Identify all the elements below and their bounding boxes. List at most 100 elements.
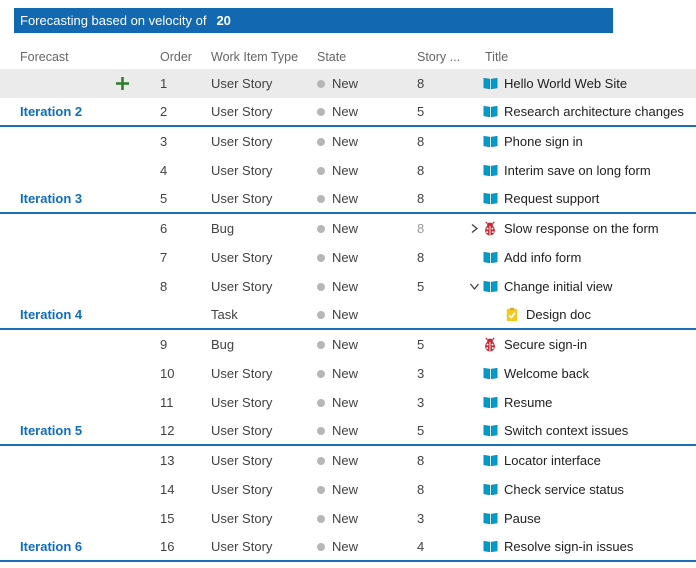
title-label[interactable]: Interim save on long form — [504, 163, 651, 178]
work-item-type-value: User Story — [211, 104, 273, 119]
work-item-type-value: User Story — [211, 511, 273, 526]
title-label[interactable]: Slow response on the form — [504, 221, 659, 236]
story-points-value: 4 — [417, 539, 425, 554]
table-row[interactable]: Iteration 6 16 User Story New 4 Resolve … — [0, 533, 696, 562]
title-label[interactable]: Welcome back — [504, 366, 590, 381]
state-cell: New — [309, 221, 409, 236]
title-label[interactable]: Add info form — [504, 250, 582, 265]
state-dot-icon — [317, 166, 325, 175]
title-cell: Research architecture changes — [465, 98, 696, 125]
state-cell: New — [309, 76, 409, 91]
title-label[interactable]: Locator interface — [504, 453, 601, 468]
forecast-cell — [0, 127, 150, 156]
forecast-cell — [0, 330, 150, 359]
forecast-label: Iteration 2 — [20, 104, 83, 119]
story-points-value: 3 — [417, 366, 425, 381]
title-label[interactable]: Change initial view — [504, 279, 613, 294]
table-row[interactable]: Iteration 3 5 User Story New 8 Request s… — [0, 185, 696, 214]
forecast-label: Iteration 3 — [20, 191, 83, 206]
forecast-cell — [0, 504, 150, 533]
column-header-state[interactable]: State — [317, 49, 347, 64]
work-item-type-value: Bug — [211, 337, 235, 352]
title-label[interactable]: Check service status — [504, 482, 624, 497]
table-row[interactable]: 4 User Story New 8 Interim save on long … — [0, 156, 696, 185]
state-dot-icon — [317, 253, 325, 262]
column-header-order[interactable]: Order — [160, 49, 192, 64]
table-row[interactable]: 6 Bug New 8 Slow response on the form — [0, 214, 696, 243]
title-cell: Switch context issues — [465, 417, 696, 444]
title-label[interactable]: Pause — [504, 511, 541, 526]
story-points-value: 3 — [417, 395, 425, 410]
title-label[interactable]: Secure sign-in — [504, 337, 588, 352]
state-value: New — [332, 191, 359, 206]
title-label[interactable]: Resolve sign-in issues — [504, 539, 634, 554]
forecast-cell: Iteration 6 — [0, 533, 150, 560]
user-story-icon — [482, 453, 498, 469]
story-points-value: 8 — [417, 221, 425, 236]
work-item-type-value: User Story — [211, 539, 273, 554]
column-header-forecast[interactable]: Forecast — [20, 49, 69, 64]
title-cell: Resume — [465, 388, 696, 417]
state-dot-icon — [317, 369, 325, 378]
table-row[interactable]: 1 User Story New 8 Hello World Web Site — [0, 69, 696, 98]
state-cell: New — [309, 104, 409, 119]
work-item-type-value: User Story — [211, 250, 273, 265]
title-label[interactable]: Request support — [504, 191, 600, 206]
title-label[interactable]: Design doc — [526, 307, 592, 322]
forecast-cell: Iteration 3 — [0, 185, 150, 212]
work-item-type-value: User Story — [211, 279, 273, 294]
title-label[interactable]: Hello World Web Site — [504, 76, 628, 91]
table-row[interactable]: 14 User Story New 8 Check service status — [0, 475, 696, 504]
work-item-type-value: User Story — [211, 134, 273, 149]
title-label[interactable]: Switch context issues — [504, 423, 629, 438]
table-row[interactable]: 11 User Story New 3 Resume — [0, 388, 696, 417]
forecast-cell — [0, 272, 150, 301]
order-value: 2 — [160, 104, 168, 119]
state-dot-icon — [317, 485, 325, 494]
column-header-work-item-type[interactable]: Work Item Type — [211, 49, 299, 64]
order-value: 14 — [160, 482, 175, 497]
title-label[interactable]: Resume — [504, 395, 553, 410]
state-cell: New — [309, 250, 409, 265]
user-story-icon — [482, 250, 498, 266]
forecast-cell — [0, 69, 150, 98]
forecast-banner-label: Forecasting based on velocity of — [20, 13, 207, 28]
story-points-value: 5 — [417, 423, 425, 438]
work-item-type-value: User Story — [211, 423, 273, 438]
work-item-type-value: User Story — [211, 76, 273, 91]
table-row[interactable]: Iteration 5 12 User Story New 5 Switch c… — [0, 417, 696, 446]
table-row[interactable]: 8 User Story New 5 Change initial view — [0, 272, 696, 301]
work-item-type-value: Task — [211, 307, 238, 322]
work-item-type-value: User Story — [211, 395, 273, 410]
table-row[interactable]: 9 Bug New 5 Secure sign-in — [0, 330, 696, 359]
state-cell: New — [309, 395, 409, 410]
table-row[interactable]: 7 User Story New 8 Add info form — [0, 243, 696, 272]
column-header-story-points[interactable]: Story ... — [417, 49, 461, 64]
table-row[interactable]: 3 User Story New 8 Phone sign in — [0, 127, 696, 156]
story-points-value: 5 — [417, 337, 425, 352]
table-row[interactable]: 13 User Story New 8 Locator interface — [0, 446, 696, 475]
backlog-table: Forecast Order Work Item Type State Stor… — [0, 44, 696, 562]
table-row[interactable]: 10 User Story New 3 Welcome back — [0, 359, 696, 388]
user-story-icon — [482, 163, 498, 179]
bug-icon — [482, 221, 498, 237]
story-points-value: 3 — [417, 511, 425, 526]
order-value: 5 — [160, 191, 168, 206]
state-value: New — [332, 76, 359, 91]
title-label[interactable]: Research architecture changes — [504, 104, 684, 119]
table-row[interactable]: Iteration 2 2 User Story New 5 Research … — [0, 98, 696, 127]
order-value: 3 — [160, 134, 168, 149]
table-row[interactable]: Iteration 4 Task New Design doc — [0, 301, 696, 330]
table-row[interactable]: 15 User Story New 3 Pause — [0, 504, 696, 533]
state-dot-icon — [317, 310, 325, 319]
state-cell: New — [309, 337, 409, 352]
column-header-title[interactable]: Title — [485, 49, 509, 64]
title-cell: Welcome back — [465, 359, 696, 388]
title-label[interactable]: Phone sign in — [504, 134, 583, 149]
chevron-down-icon[interactable] — [467, 282, 482, 291]
add-work-item-plus-icon[interactable] — [114, 76, 130, 92]
velocity-value[interactable]: 20 — [216, 13, 231, 28]
state-cell: New — [309, 163, 409, 178]
user-story-icon — [482, 366, 498, 382]
chevron-right-icon[interactable] — [467, 223, 482, 234]
